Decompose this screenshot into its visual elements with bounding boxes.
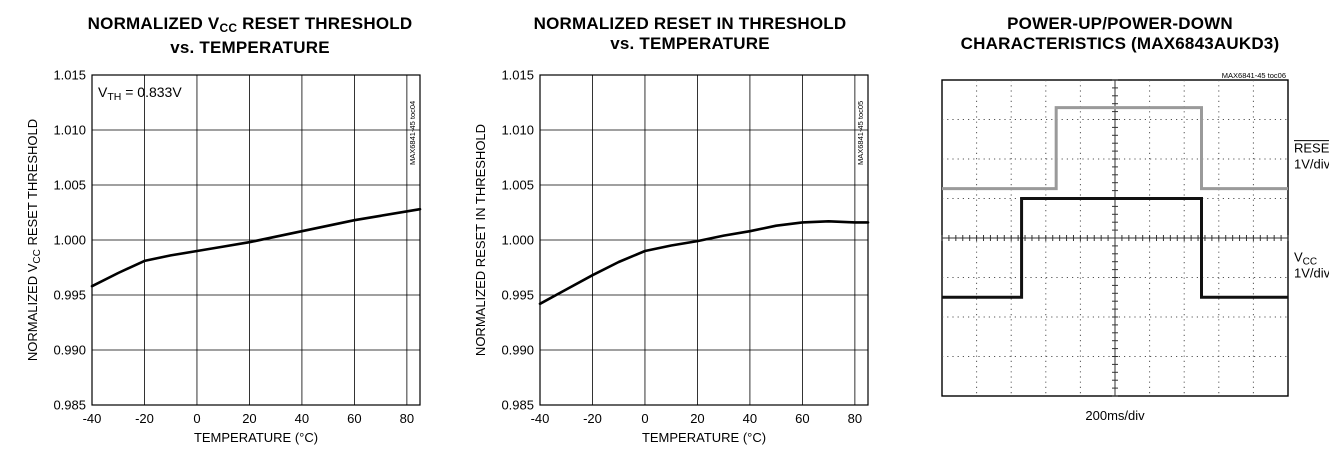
chart2-y-tick-label: 1.010	[501, 123, 534, 138]
chart1-x-tick-label: 20	[242, 411, 256, 426]
chart2-y-tick-label: 0.985	[501, 398, 534, 413]
scope-channel-scale-ch2: 1V/div	[1294, 157, 1329, 172]
chart2-svg: -40 -20 0 20 40 60 80 1.015 1.010 1.005 1.000 0.995…	[473, 68, 870, 445]
chart2-x-tick-label: 20	[690, 411, 704, 426]
chart1-y-tick-label: 0.995	[53, 288, 86, 303]
chart2-title-line1: NORMALIZED RESET IN THRESHOLD	[533, 14, 847, 33]
scope-trace-ch1	[942, 197, 1288, 299]
chart1-title: NORMALIZED VCC RESET THRESHOLD vs. TEMPE…	[40, 14, 460, 58]
chart1-side-label: MAX6841-45 toc04	[408, 101, 417, 165]
chart1-y-tick-label: 1.015	[53, 68, 86, 83]
chart1-title-line2: vs. TEMPERATURE	[170, 38, 330, 57]
chart3-title-line2: CHARACTERISTICS (MAX6843AUKD3)	[960, 34, 1280, 53]
chart2-title: NORMALIZED RESET IN THRESHOLD vs. TEMPER…	[480, 14, 900, 54]
scope-channel-name-ch2: RESET	[1294, 141, 1329, 156]
chart1-x-axis-label: TEMPERATURE (°C)	[194, 430, 318, 445]
chart1-svg: -40 -20 0 20 40 60 80 1.015 1.010 1.005 1.000 0.995…	[25, 68, 422, 445]
chart2-x-tick-label: 0	[641, 411, 648, 426]
chart1-x-tick-label: -20	[135, 411, 154, 426]
scope-channel-scale-ch1: 1V/div	[1294, 265, 1329, 280]
chart1-y-tick-label: 0.985	[53, 398, 86, 413]
chart1-title-line1: NORMALIZED VCC RESET THRESHOLD	[87, 14, 413, 35]
chart2-y-tick-label: 1.005	[501, 178, 534, 193]
chart2-y-tick-label: 0.990	[501, 343, 534, 358]
chart2-x-tick-label: -20	[583, 411, 602, 426]
chart3-title: POWER-UP/POWER-DOWN CHARACTERISTICS (MAX…	[920, 14, 1320, 54]
scope-x-axis-label: 200ms/div	[1085, 408, 1145, 423]
chart3-title-line1: POWER-UP/POWER-DOWN	[1007, 14, 1233, 33]
chart2-side-label: MAX6841-45 toc05	[856, 101, 865, 165]
chart2-x-tick-label: 40	[743, 411, 757, 426]
chart1-y-tick-label: 1.000	[53, 233, 86, 248]
chart2-x-tick-label: 60	[795, 411, 809, 426]
chart2-y-tick-label: 1.015	[501, 68, 534, 83]
scope-channel-name-ch1: VCC	[1294, 249, 1317, 267]
chart1-y-axis-label: NORMALIZED VCC RESET THRESHOLD	[25, 119, 43, 361]
chart1-x-tick-label: 80	[400, 411, 414, 426]
chart1-x-tick-label: -40	[83, 411, 102, 426]
chart2-x-tick-label: 80	[848, 411, 862, 426]
chart1-x-tick-label: 0	[193, 411, 200, 426]
chart1-y-tick-label: 1.010	[53, 123, 86, 138]
chart2-y-tick-label: 0.995	[501, 288, 534, 303]
chart1-x-tick-label: 40	[295, 411, 309, 426]
chart2-y-axis-label: NORMALIZED RESET IN THRESHOLD	[473, 124, 488, 356]
chart1-series-line	[90, 207, 422, 288]
chart1-y-tick-label: 0.990	[53, 343, 86, 358]
chart2-y-tick-label: 1.000	[501, 233, 534, 248]
chart1-annotation: VTH = 0.833V	[98, 84, 182, 103]
chart2-x-tick-label: -40	[531, 411, 550, 426]
chart1-y-tick-label: 1.005	[53, 178, 86, 193]
chart2-x-axis-label: TEMPERATURE (°C)	[642, 430, 766, 445]
chart2-title-line2: vs. TEMPERATURE	[610, 34, 770, 53]
chart2-series-line	[538, 220, 870, 306]
scope-side-label: MAX6841-45 toc06	[1222, 71, 1286, 80]
chart1-x-tick-label: 60	[347, 411, 361, 426]
scope-trace-ch2	[942, 106, 1288, 191]
